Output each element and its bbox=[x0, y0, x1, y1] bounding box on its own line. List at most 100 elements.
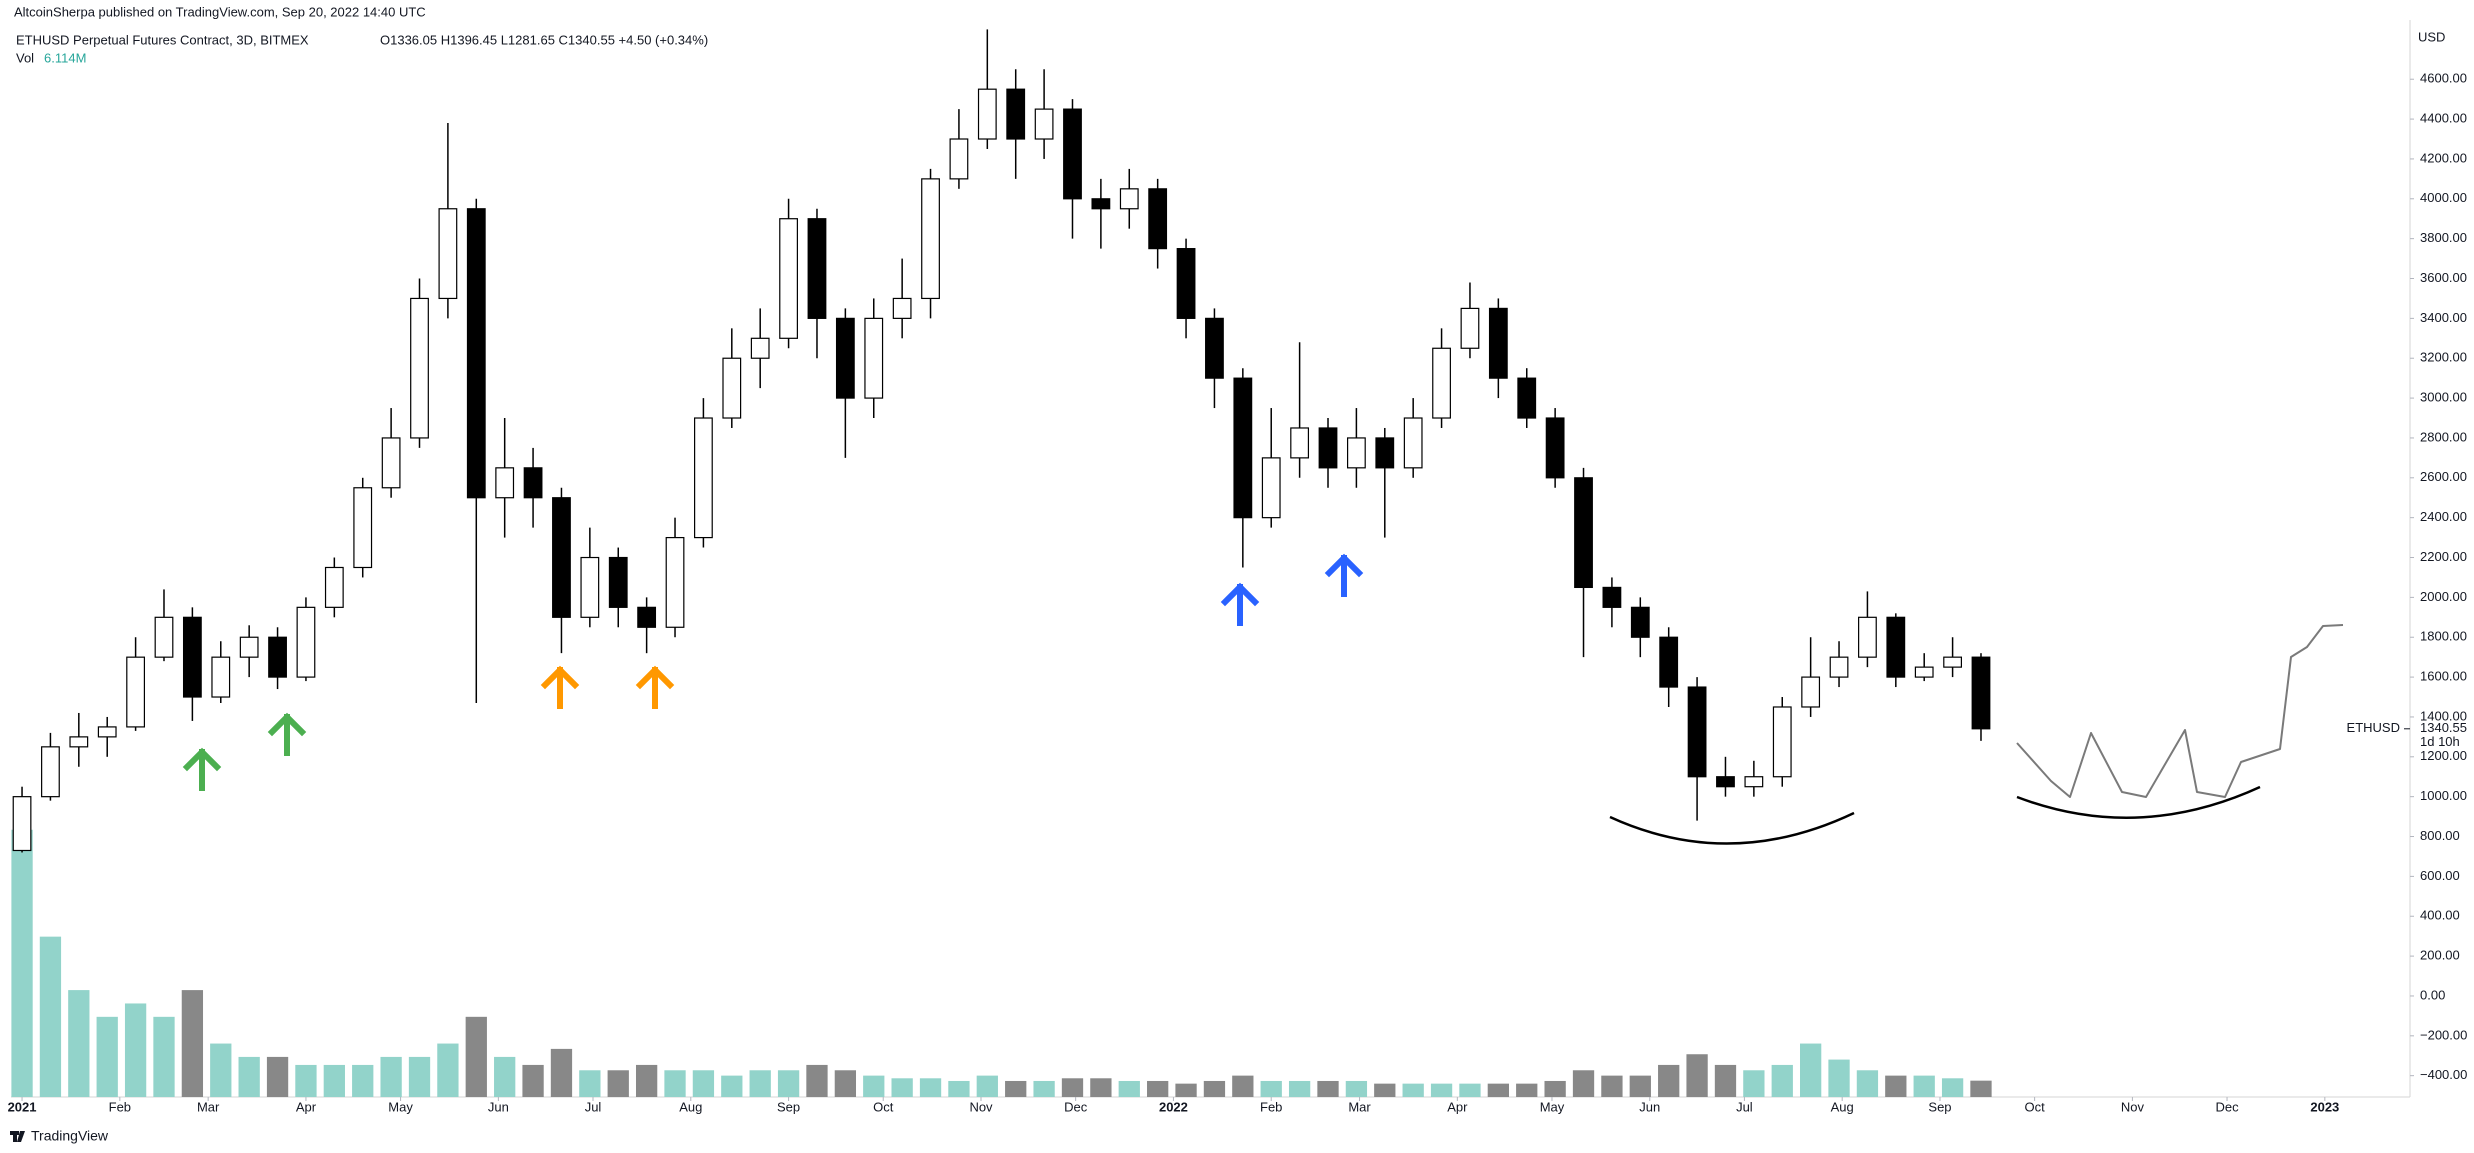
volume-bar bbox=[380, 1056, 402, 1097]
x-tick-label: Mar bbox=[1348, 1099, 1371, 1114]
candle-body bbox=[580, 556, 600, 618]
candle-body bbox=[296, 606, 316, 678]
brand-logo bbox=[10, 1131, 25, 1142]
volume-bar bbox=[1885, 1075, 1907, 1097]
candle-body bbox=[722, 357, 742, 419]
x-tick-label: Apr bbox=[296, 1099, 317, 1114]
y-tick-label: 4200.00 bbox=[2420, 150, 2467, 165]
volume-bar bbox=[635, 1064, 658, 1097]
y-tick-label: 2200.00 bbox=[2420, 549, 2467, 564]
volume-bar bbox=[806, 1064, 828, 1097]
volume-bar bbox=[352, 1064, 374, 1097]
arrow-green bbox=[182, 747, 222, 791]
arrow-orange bbox=[635, 665, 675, 709]
candle-body bbox=[466, 208, 486, 499]
x-tick-label: 2022 bbox=[1159, 1099, 1188, 1114]
volume-bar bbox=[522, 1064, 544, 1097]
candle-body bbox=[552, 497, 571, 618]
volume-bar bbox=[976, 1075, 998, 1097]
volume-bar bbox=[1658, 1064, 1680, 1097]
candle-body bbox=[268, 636, 287, 678]
y-tick-label: 4600.00 bbox=[2420, 71, 2467, 86]
candle-body bbox=[892, 297, 912, 319]
x-tick-label: Jul bbox=[1736, 1099, 1753, 1114]
volume-bar bbox=[1970, 1080, 1992, 1097]
arrow-blue bbox=[1324, 553, 1364, 597]
candle-body bbox=[977, 88, 997, 140]
volume-bar bbox=[39, 936, 62, 1097]
volume-bar bbox=[891, 1078, 913, 1097]
volume-bar bbox=[777, 1070, 800, 1097]
symbol: ETHUSD Perpetual Futures Contract, 3D, B… bbox=[16, 32, 309, 47]
volume-bar bbox=[153, 1016, 175, 1097]
candle-body bbox=[1858, 616, 1877, 658]
x-tick-label: Apr bbox=[1447, 1099, 1468, 1114]
y-tick-label: 2000.00 bbox=[2420, 589, 2467, 604]
y-tick-label: 2800.00 bbox=[2420, 429, 2467, 444]
candle-body bbox=[1403, 417, 1423, 469]
x-tick-label: Nov bbox=[969, 1099, 993, 1114]
volume-bar bbox=[1544, 1080, 1566, 1097]
x-tick-label: Aug bbox=[679, 1099, 702, 1114]
y-tick-label: 600.00 bbox=[2420, 868, 2460, 883]
y-tick-label: 3800.00 bbox=[2420, 230, 2467, 245]
candle-body bbox=[126, 656, 146, 728]
candle-body bbox=[921, 178, 940, 300]
x-tick-label: 2021 bbox=[8, 1099, 37, 1114]
projected-path bbox=[2016, 624, 2344, 798]
volume-bar bbox=[1175, 1083, 1197, 1097]
arrow-green bbox=[267, 712, 307, 756]
y-tick-label: 2400.00 bbox=[2420, 509, 2467, 524]
candle-body bbox=[324, 566, 344, 608]
volume-bar bbox=[1118, 1080, 1140, 1097]
candle-body bbox=[1716, 776, 1735, 788]
arrows bbox=[182, 553, 1364, 791]
volume-bar bbox=[664, 1070, 686, 1097]
candle-body bbox=[1772, 706, 1792, 778]
volume-bar bbox=[1402, 1083, 1424, 1097]
candle-body bbox=[1318, 427, 1338, 469]
candle-body bbox=[694, 417, 713, 539]
volume-bar bbox=[1941, 1078, 1964, 1097]
candle-body bbox=[1574, 477, 1593, 589]
volume-bar bbox=[1743, 1070, 1765, 1097]
y-tick-label: 200.00 bbox=[2420, 948, 2460, 963]
candle-body bbox=[1091, 198, 1111, 210]
y-tick-label: 0.00 bbox=[2420, 987, 2445, 1002]
volume-bar bbox=[437, 1043, 459, 1097]
volume-bar bbox=[863, 1075, 885, 1097]
volume-bar bbox=[1061, 1078, 1084, 1097]
volume-bar bbox=[11, 829, 33, 1097]
last-symbol: ETHUSD bbox=[2347, 720, 2400, 735]
volume-bar bbox=[1317, 1080, 1339, 1097]
candle-body bbox=[1488, 307, 1508, 379]
candle-body bbox=[523, 467, 543, 499]
volume-bar bbox=[1828, 1059, 1850, 1097]
candle-body bbox=[381, 437, 401, 489]
volume-bar bbox=[1913, 1075, 1935, 1097]
volume-bar bbox=[1147, 1080, 1169, 1097]
candle-body bbox=[1063, 108, 1082, 200]
candle-body bbox=[97, 726, 117, 738]
data-layer: 4600.00 4400.00 4200.00 4000.00 3800.00 3600.… bbox=[8, 29, 2467, 1114]
volume-bar bbox=[408, 1056, 431, 1097]
volume-bar bbox=[465, 1016, 487, 1097]
candle-body bbox=[1346, 437, 1366, 469]
brand: TradingView bbox=[31, 1128, 109, 1144]
x-tick-label: Aug bbox=[1831, 1099, 1854, 1114]
volume-bar bbox=[834, 1070, 857, 1097]
y-tick-label: 3000.00 bbox=[2420, 390, 2467, 405]
x-tick-label: May bbox=[1540, 1099, 1565, 1114]
candle-body bbox=[211, 656, 231, 698]
candle-body bbox=[779, 218, 798, 339]
volume-bar bbox=[1374, 1083, 1396, 1097]
volume-bar bbox=[68, 990, 90, 1097]
candle-body bbox=[410, 297, 429, 439]
volume-bar bbox=[607, 1070, 629, 1097]
y-tick-label: 1400.00 bbox=[2420, 708, 2467, 723]
candle-body bbox=[182, 616, 202, 698]
y-tick-label: 400.00 bbox=[2420, 908, 2460, 923]
candle-body bbox=[12, 796, 32, 852]
